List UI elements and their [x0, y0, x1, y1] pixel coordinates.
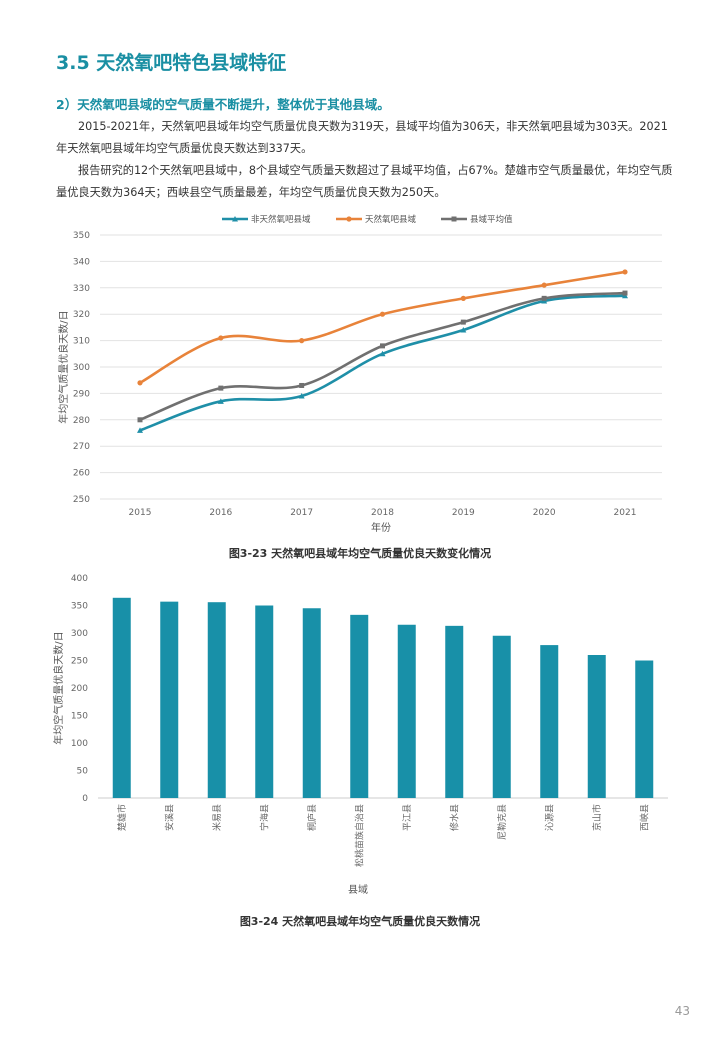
x-tick-label: 2019: [452, 508, 475, 518]
data-point: [299, 338, 305, 344]
y-tick-label: 150: [71, 712, 88, 722]
x-tick-label: 桐庐县: [306, 804, 318, 831]
series-line: [139, 270, 626, 384]
y-tick-label: 300: [73, 363, 90, 373]
subsection-title: 2）天然氧吧县域的空气质量不断提升，整体优于其他县域。: [56, 97, 390, 112]
x-tick-label: 宁海县: [258, 804, 270, 831]
section-title: 3.5 天然氧吧特色县域特征: [56, 52, 287, 74]
x-tick-label: 2020: [533, 508, 556, 518]
bar: [255, 605, 274, 798]
y-tick-label: 0: [82, 794, 88, 804]
y-tick-label: 290: [73, 389, 90, 399]
x-tick-label: 2015: [129, 508, 152, 518]
y-tick-label: 250: [71, 657, 88, 667]
x-tick-label: 2016: [209, 508, 232, 518]
paragraph-2-text: 报告研究的12个天然氧吧县域中，8个县域空气质量天数超过了县域平均值，占67%。…: [56, 164, 673, 199]
x-tick-label: 松桃苗族自治县: [353, 804, 365, 867]
x-tick-label: 修水县: [448, 804, 460, 831]
bar: [160, 601, 179, 798]
legend-label: 非天然氧吧县域: [251, 214, 311, 225]
y-tick-label: 200: [71, 684, 88, 694]
x-tick-label: 平江县: [402, 804, 413, 831]
y-tick-label: 310: [73, 337, 90, 347]
y-tick-label: 330: [73, 284, 90, 294]
x-axis-title: 县域: [348, 883, 368, 896]
data-point: [217, 398, 224, 404]
y-tick-label: 100: [71, 739, 88, 749]
x-axis-title: 年份: [371, 521, 391, 534]
y-tick-label: 250: [73, 495, 90, 505]
data-point: [298, 393, 305, 399]
data-point: [137, 427, 143, 433]
figure-caption-3-24: 图3-24 天然氧吧县域年均空气质量优良天数情况: [239, 915, 481, 928]
bar: [445, 625, 464, 798]
data-point: [346, 216, 352, 222]
y-tick-label: 50: [77, 767, 89, 777]
data-point: [622, 269, 628, 275]
bar: [540, 645, 559, 798]
bar: [112, 597, 131, 798]
data-point: [460, 319, 466, 325]
y-tick-label: 280: [73, 416, 90, 426]
y-tick-label: 260: [73, 469, 90, 479]
y-tick-label: 350: [71, 602, 88, 612]
legend-label: 天然氧吧县域: [365, 214, 417, 225]
data-point: [460, 295, 466, 301]
bar: [587, 655, 606, 798]
x-tick-label: 尼勒克县: [496, 804, 508, 840]
data-point: [137, 380, 143, 386]
bar: [302, 608, 321, 798]
line-chart: 250 260 270 280 290 300 310 320 330 340 350 2015 201…: [57, 214, 662, 534]
data-point: [460, 327, 467, 333]
x-tick-label: 米易县: [211, 804, 223, 831]
legend-label: 县域平均值: [470, 214, 513, 225]
x-tick-label: 安溪县: [163, 804, 175, 831]
y-axis-title: 年均空气质量优良天数/日: [57, 310, 70, 423]
data-point: [137, 417, 143, 423]
y-tick-label: 270: [73, 442, 90, 452]
data-point: [451, 216, 457, 222]
y-tick-label: 300: [71, 629, 88, 639]
x-tick-label: 楚雄市: [116, 804, 128, 831]
paragraph-1-text: 2015-2021年，天然氧吧县域年均空气质量优良天数为319天，县域平均值为3…: [56, 120, 668, 155]
bar: [350, 614, 369, 798]
x-tick-label: 西峡县: [638, 804, 650, 831]
x-tick-label: 2017: [290, 508, 313, 518]
figure-caption-3-23: 图3-23 天然氧吧县域年均空气质量优良天数变化情况: [228, 547, 492, 560]
x-tick-label: 2018: [371, 508, 394, 518]
y-tick-label: 340: [73, 257, 90, 267]
y-tick-label: 400: [71, 574, 88, 584]
data-point: [622, 290, 628, 296]
paragraph-1: 2015-2021年，天然氧吧县域年均空气质量优良天数为319天，县域平均值为3…: [56, 116, 676, 160]
x-tick-label: 沁源县: [544, 804, 555, 831]
page-number: 43: [674, 1004, 690, 1018]
y-tick-label: 350: [73, 231, 90, 241]
bar: [207, 602, 226, 798]
y-axis-title: 年均空气质量优良天数/日: [52, 631, 65, 744]
y-tick-label: 320: [73, 310, 90, 320]
data-point: [541, 282, 547, 288]
data-point: [379, 311, 386, 317]
data-point: [541, 295, 547, 301]
data-point: [232, 216, 238, 222]
data-point: [379, 350, 386, 357]
data-point: [380, 343, 385, 349]
x-tick-label: 京山市: [591, 804, 603, 831]
bar: [492, 635, 511, 798]
x-tick-label: 2021: [614, 508, 637, 518]
bar-chart: 0 50 100 150 200 250 300 350 400 楚雄市 安溪县 米易县 宁海县 桐庐县 松…: [52, 574, 668, 896]
paragraph-2: 报告研究的12个天然氧吧县域中，8个县域空气质量天数超过了县域平均值，占67%。…: [56, 160, 676, 204]
bar: [635, 660, 654, 798]
bar: [397, 624, 416, 798]
data-point: [218, 335, 224, 341]
data-point: [299, 382, 305, 388]
data-point: [218, 385, 224, 391]
